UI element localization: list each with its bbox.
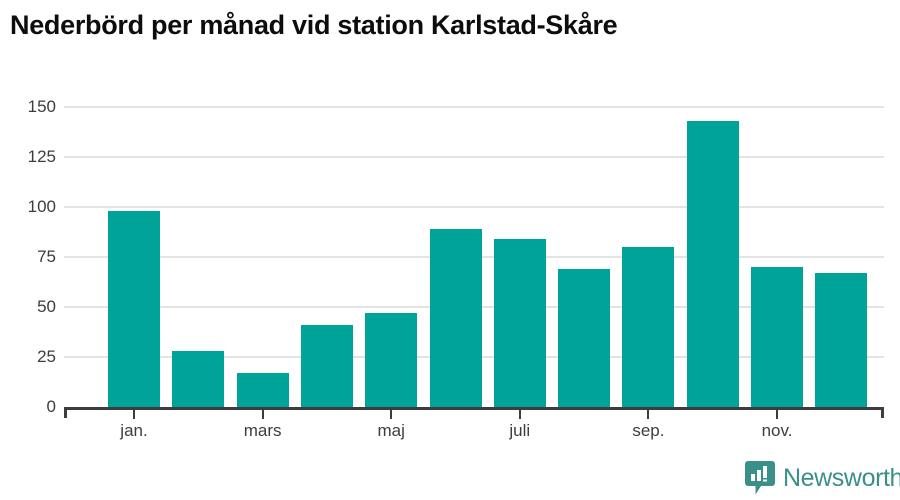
bar-series	[64, 95, 884, 407]
bar[interactable]	[108, 211, 160, 407]
bar[interactable]	[558, 269, 611, 407]
plot-area	[64, 95, 884, 407]
y-axis-tick-mark	[64, 306, 74, 308]
y-axis-tick-label: 150	[27, 97, 56, 116]
y-axis-tick-label: 0	[46, 397, 56, 416]
x-axis-left-cap	[64, 407, 67, 418]
y-axis-tick-mark	[64, 256, 74, 258]
x-axis-tick-label: jan.	[120, 421, 148, 440]
y-axis-tick-label: 125	[27, 147, 56, 166]
logo-wordmark: Newsworthy	[783, 463, 900, 492]
x-axis-tick-label: nov.	[761, 421, 793, 440]
chart-title: Nederbörd per månad vid station Karlstad…	[10, 10, 618, 40]
x-axis-tick-label: maj	[377, 421, 405, 440]
y-axis-tick-label: 100	[27, 197, 56, 216]
x-axis-tick-label: juli	[509, 421, 531, 440]
newsworthy-logo: Newsworthy	[745, 460, 900, 496]
bar[interactable]	[365, 313, 418, 407]
x-axis-line	[64, 407, 884, 410]
bar[interactable]	[172, 351, 225, 407]
x-axis-tick-label: mars	[243, 421, 282, 440]
x-axis-tick-mark	[776, 410, 778, 419]
x-axis-tick-mark	[518, 410, 521, 419]
x-axis-tick-mark	[647, 410, 650, 419]
x-axis-tick-mark	[390, 410, 393, 419]
x-axis-tick-mark	[261, 410, 264, 419]
bar[interactable]	[751, 267, 803, 407]
y-axis-tick-mark	[64, 156, 74, 158]
y-axis-labels: 0 25 50 75 100 125 150	[0, 0, 56, 500]
x-axis-tick-mark	[133, 410, 135, 419]
x-axis-tick-label: sep.	[632, 421, 665, 440]
y-axis-tick-label: 50	[37, 297, 56, 316]
y-axis-tick-mark	[64, 356, 74, 358]
y-axis-tick-mark	[64, 206, 74, 208]
bar[interactable]	[686, 121, 739, 407]
bar[interactable]	[300, 325, 353, 407]
bar[interactable]	[493, 239, 546, 407]
bar[interactable]	[815, 273, 868, 407]
bar[interactable]	[429, 229, 482, 407]
y-axis-tick-label: 25	[37, 347, 56, 366]
y-axis-tick-label: 75	[37, 247, 56, 266]
bar[interactable]	[236, 373, 289, 407]
x-axis-right-cap	[881, 407, 884, 418]
bar-chart-bubble-icon	[745, 461, 775, 495]
bar[interactable]	[622, 247, 675, 407]
y-axis-tick-mark	[64, 106, 74, 108]
